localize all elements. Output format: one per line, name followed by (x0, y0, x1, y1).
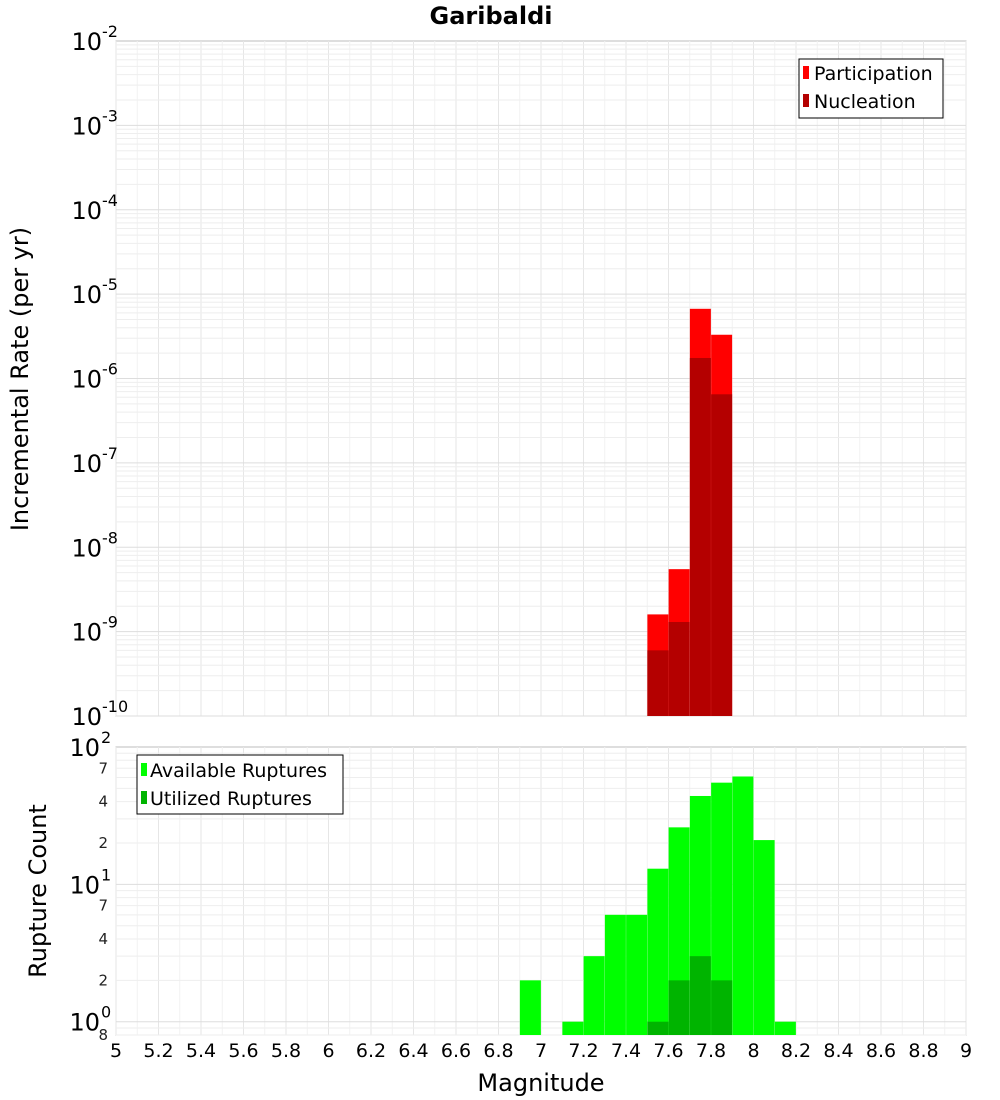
y-tick-label-base: 10 (71, 619, 102, 647)
y-tick-label-minor: 4 (98, 793, 108, 811)
bar-available-ruptures (647, 869, 668, 1035)
bar-utilized-ruptures (711, 980, 732, 1035)
x-tick-label: 8.8 (908, 1040, 938, 1062)
bar-utilized-ruptures (647, 1022, 668, 1035)
bottom-y-axis-label: Rupture Count (24, 804, 52, 978)
y-tick-label-base: 10 (69, 1009, 100, 1037)
y-tick-label-minor: 4 (98, 930, 108, 948)
top-grid (116, 41, 966, 716)
bar-available-ruptures (775, 1022, 796, 1035)
y-tick-label-base: 10 (69, 734, 100, 762)
y-tick-label-base: 10 (69, 871, 100, 899)
legend-swatch-available-ruptures (141, 763, 147, 776)
x-tick-label: 8 (747, 1040, 759, 1062)
y-tick-label-minor: 2 (98, 971, 108, 989)
x-tick-label: 9 (960, 1040, 972, 1062)
x-tick-label: 5.6 (228, 1040, 258, 1062)
y-tick-label-exponent: -5 (102, 275, 118, 294)
x-tick-label: 7.4 (611, 1040, 641, 1062)
top-y-axis-label: Incremental Rate (per yr) (6, 227, 34, 531)
y-tick-label-exponent: 1 (101, 865, 111, 884)
bar-nucleation (647, 650, 668, 716)
x-tick-label: 7 (535, 1040, 547, 1062)
y-tick-label-exponent: 2 (101, 728, 111, 747)
legend-label-participation: Participation (814, 63, 933, 85)
x-axis-label: Magnitude (477, 1069, 604, 1097)
x-tick-label: 8.2 (781, 1040, 811, 1062)
y-tick-label-exponent: -6 (102, 360, 118, 379)
y-tick-label-base: 10 (71, 366, 102, 394)
y-tick-label-base: 10 (71, 450, 102, 478)
x-tick-label: 7.6 (653, 1040, 683, 1062)
legend-label-nucleation: Nucleation (814, 91, 916, 113)
bar-available-ruptures (562, 1022, 583, 1035)
bar-utilized-ruptures (690, 956, 711, 1035)
legend-swatch-participation (803, 66, 809, 79)
y-tick-label-base: 10 (71, 28, 102, 56)
x-tick-labels: 5 5.2 5.4 5.6 5.8 6 6.2 6.4 6.6 6.8 7 7.2 7.4 7.6 7.8 8… (110, 1040, 972, 1062)
y-tick-label-base: 10 (71, 112, 102, 140)
y-tick-label-exponent: -8 (102, 528, 118, 547)
y-tick-label-base: 10 (71, 197, 102, 225)
y-tick-label-exponent: -4 (102, 191, 118, 210)
bar-nucleation (711, 394, 732, 716)
bar-available-ruptures (520, 980, 541, 1035)
legend-swatch-nucleation (803, 94, 809, 107)
bar-available-ruptures (732, 776, 753, 1035)
y-tick-label-exponent: 0 (101, 1003, 111, 1022)
y-tick-label-base: 10 (71, 534, 102, 562)
chart-figure: Garibaldi 10 -1010 -910 -810 -710 -610 -510 -41… (0, 0, 1000, 1100)
x-tick-label: 7.2 (568, 1040, 598, 1062)
x-tick-label: 6.8 (483, 1040, 513, 1062)
x-tick-label: 6.4 (398, 1040, 428, 1062)
x-tick-label: 6.6 (441, 1040, 471, 1062)
bar-available-ruptures (754, 840, 775, 1035)
y-tick-label-base: 10 (71, 281, 102, 309)
chart-title: Garibaldi (430, 2, 553, 30)
y-tick-label-minor: 2 (98, 834, 108, 852)
bar-available-ruptures (584, 956, 605, 1035)
x-tick-label: 5.8 (271, 1040, 301, 1062)
y-tick-label-exponent: -7 (102, 444, 118, 463)
x-tick-label: 5.4 (186, 1040, 216, 1062)
x-tick-label: 6.2 (356, 1040, 386, 1062)
bar-utilized-ruptures (669, 980, 690, 1035)
y-tick-label-exponent: -2 (102, 22, 118, 41)
y-tick-label-exponent: -3 (102, 106, 118, 125)
y-tick-label-exponent: -10 (102, 697, 128, 716)
x-tick-label: 8.6 (866, 1040, 896, 1062)
legend-label-available-ruptures: Available Ruptures (150, 760, 327, 782)
x-tick-label: 8.4 (823, 1040, 853, 1062)
bar-available-ruptures (626, 915, 647, 1035)
legend-swatch-utilized-ruptures (141, 791, 147, 804)
top-legend: Participation Nucleation (799, 59, 943, 118)
bar-nucleation (690, 358, 711, 716)
bottom-legend: Available Ruptures Utilized Ruptures (137, 755, 343, 814)
x-tick-label: 5 (110, 1040, 122, 1062)
x-tick-label: 5.2 (143, 1040, 173, 1062)
x-tick-label: 6 (322, 1040, 334, 1062)
legend-label-utilized-ruptures: Utilized Ruptures (150, 788, 312, 810)
bar-nucleation (669, 622, 690, 716)
y-tick-label-base: 10 (71, 703, 102, 731)
y-tick-label-exponent: -9 (102, 613, 118, 632)
bar-available-ruptures (605, 915, 626, 1035)
x-tick-label: 7.8 (696, 1040, 726, 1062)
